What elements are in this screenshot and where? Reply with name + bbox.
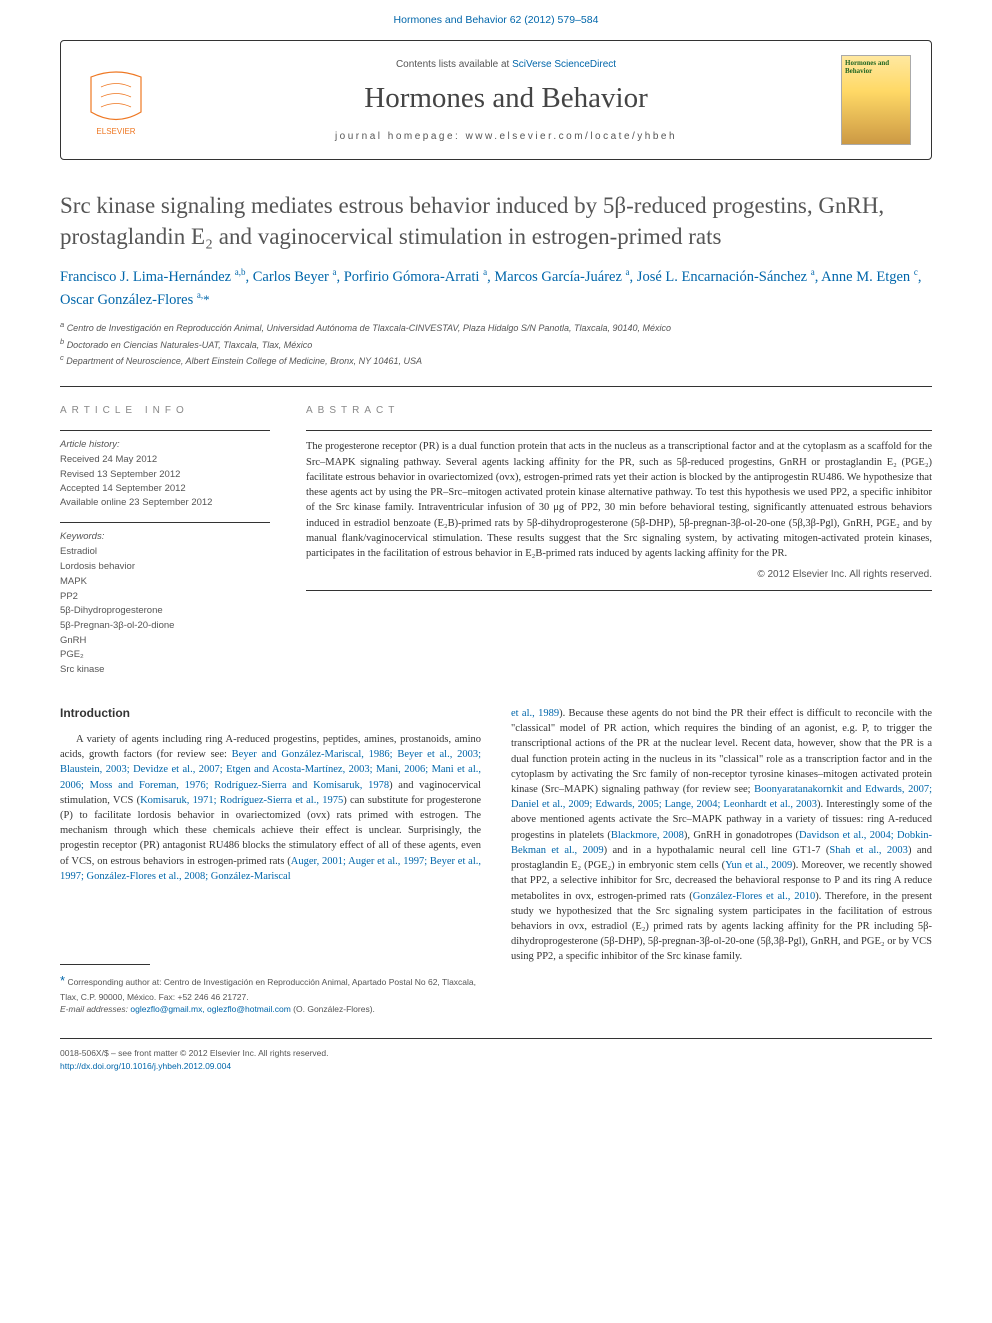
svg-text:ELSEVIER: ELSEVIER — [96, 127, 135, 136]
footer-left: 0018-506X/$ – see front matter © 2012 El… — [60, 1047, 329, 1073]
header-center: Contents lists available at SciVerse Sci… — [171, 59, 841, 142]
introduction-heading: Introduction — [60, 706, 481, 720]
issn-line: 0018-506X/$ – see front matter © 2012 El… — [60, 1048, 329, 1058]
keyword-item: Lordosis behavior — [60, 560, 270, 575]
top-citation-bar: Hormones and Behavior 62 (2012) 579–584 — [0, 0, 992, 40]
keyword-item: 5β-Pregnan-3β-ol-20-dione — [60, 619, 270, 634]
intro-paragraph-1: A variety of agents including ring A-red… — [60, 732, 481, 884]
history-text: Received 24 May 2012Revised 13 September… — [60, 453, 270, 510]
elsevier-logo: ELSEVIER — [81, 62, 151, 138]
affiliation-c: c Department of Neuroscience, Albert Ein… — [60, 352, 932, 368]
abstract-column: ABSTRACT The progesterone receptor (PR) … — [306, 405, 932, 677]
abstract-header: ABSTRACT — [306, 405, 932, 416]
abstract-copyright: © 2012 Elsevier Inc. All rights reserved… — [306, 569, 932, 580]
info-subdivider-2 — [60, 522, 270, 523]
affiliations: a Centro de Investigación en Reproducció… — [60, 319, 932, 368]
corresponding-note: * Corresponding author at: Centro de Inv… — [60, 971, 481, 1016]
affiliation-b: b Doctorado en Ciencias Naturales-UAT, T… — [60, 336, 932, 352]
sciencedirect-link[interactable]: SciVerse ScienceDirect — [512, 59, 616, 70]
keyword-item: 5β-Dihydroprogesterone — [60, 604, 270, 619]
info-subdivider-1 — [60, 430, 270, 431]
abstract-subdivider — [306, 430, 932, 431]
keywords-label: Keywords: — [60, 531, 270, 542]
keyword-item: GnRH — [60, 634, 270, 649]
keyword-item: Estradiol — [60, 545, 270, 560]
abstract-subdivider-bottom — [306, 590, 932, 591]
article-info-header: ARTICLE INFO — [60, 405, 270, 416]
meta-abstract-row: ARTICLE INFO Article history: Received 2… — [60, 405, 932, 677]
footer-row: 0018-506X/$ – see front matter © 2012 El… — [60, 1038, 932, 1073]
corresponding-divider — [60, 964, 150, 965]
affiliation-a: a Centro de Investigación en Reproducció… — [60, 319, 932, 335]
journal-name: Hormones and Behavior — [171, 82, 841, 115]
history-label: Article history: — [60, 439, 270, 450]
divider-top — [60, 386, 932, 387]
authors-list: Francisco J. Lima-Hernández a,b, Carlos … — [60, 266, 932, 311]
keywords-list: EstradiolLordosis behaviorMAPKPP25β-Dihy… — [60, 545, 270, 677]
doi-link[interactable]: http://dx.doi.org/10.1016/j.yhbeh.2012.0… — [60, 1061, 231, 1071]
contents-line: Contents lists available at SciVerse Sci… — [171, 59, 841, 70]
body-column-left: Introduction A variety of agents includi… — [60, 706, 481, 1016]
abstract-text: The progesterone receptor (PR) is a dual… — [306, 439, 932, 561]
top-citation-link[interactable]: Hormones and Behavior 62 (2012) 579–584 — [394, 14, 599, 26]
keyword-item: MAPK — [60, 575, 270, 590]
intro-paragraph-2: et al., 1989). Because these agents do n… — [511, 706, 932, 965]
homepage-line: journal homepage: www.elsevier.com/locat… — [171, 131, 841, 142]
article-title: Src kinase signaling mediates estrous be… — [60, 190, 932, 252]
body-columns: Introduction A variety of agents includi… — [60, 706, 932, 1016]
journal-cover-thumbnail: Hormones and Behavior — [841, 55, 911, 145]
corr-email-link[interactable]: oglezflo@gmail.mx, oglezflo@hotmail.com — [130, 1004, 290, 1014]
article-info-column: ARTICLE INFO Article history: Received 2… — [60, 405, 270, 677]
journal-header-box: ELSEVIER Contents lists available at Sci… — [60, 40, 932, 160]
body-column-right: et al., 1989). Because these agents do n… — [511, 706, 932, 1016]
keyword-item: PP2 — [60, 590, 270, 605]
keyword-item: Src kinase — [60, 663, 270, 678]
keyword-item: PGE₂ — [60, 648, 270, 663]
